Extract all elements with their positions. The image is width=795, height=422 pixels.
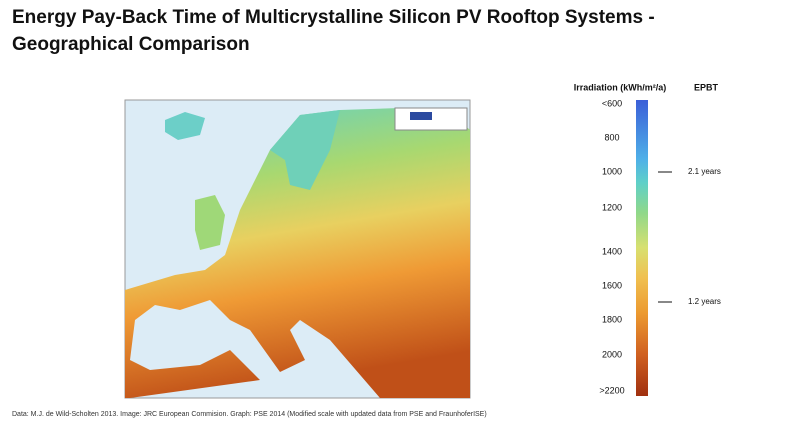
scale-label: >2200 (599, 385, 624, 395)
legend-title: Irradiation (kWh/m²/a) (574, 82, 667, 92)
map (124, 99, 471, 399)
scale-label: 1400 (602, 246, 622, 256)
scale-label: 2000 (602, 349, 622, 359)
scale-label: 1600 (602, 280, 622, 290)
color-scale (636, 100, 648, 396)
epbt-title: EPBT (694, 82, 719, 92)
epbt-marker: 2.1 years (688, 167, 721, 176)
source: Data: M.J. de Wild-Scholten 2013. Image:… (12, 411, 487, 418)
scale-label: 800 (604, 132, 619, 142)
scale-label: 1800 (602, 314, 622, 324)
scale-label: 1200 (602, 202, 622, 212)
title: Energy Pay-Back Time of Multicrystalline… (12, 7, 655, 28)
epbt-marker: 1.2 years (688, 297, 721, 306)
scale-label: <600 (602, 98, 622, 108)
scale-label: 1000 (602, 166, 622, 176)
title: Geographical Comparison (12, 34, 250, 55)
